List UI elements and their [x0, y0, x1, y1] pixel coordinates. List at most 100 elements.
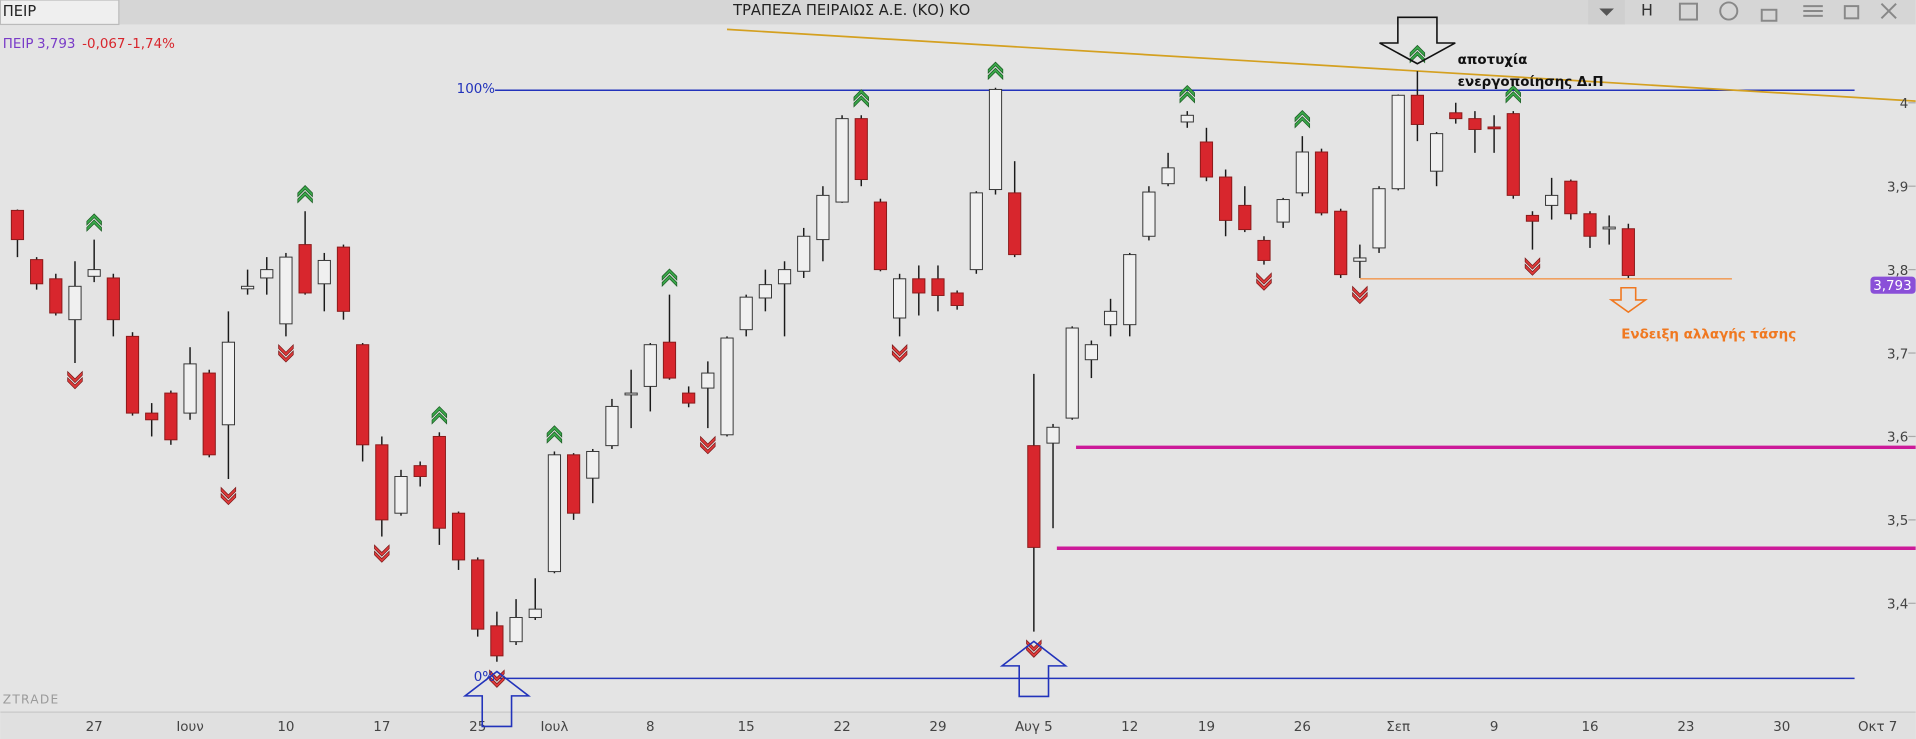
candle-body [1334, 210, 1348, 276]
candle-body [528, 608, 542, 618]
candle-body [1103, 310, 1118, 326]
x-tick-label: Αυγ 5 [1015, 720, 1053, 735]
peak-signal [86, 213, 102, 232]
info-symbol: ΠΕΙΡ [3, 37, 34, 52]
save-icon[interactable] [1678, 2, 1698, 21]
candle-body [183, 363, 197, 414]
trough-signal [891, 344, 908, 363]
trendline [726, 28, 1916, 102]
peak-signal [431, 406, 448, 425]
symbol-tab[interactable] [0, 0, 120, 26]
x-tick-label: 8 [646, 720, 655, 735]
candle-body [240, 285, 255, 290]
signal-arrow [999, 640, 1068, 698]
candle-body [30, 259, 44, 285]
candle-body [279, 256, 293, 325]
y-tick-label: 3,6 [1887, 431, 1908, 446]
candle-body [1027, 445, 1041, 548]
candle-body [298, 244, 312, 294]
x-tick-label: 15 [738, 720, 755, 735]
candle-body [893, 278, 907, 319]
candle-body [125, 335, 140, 414]
candle-body [777, 269, 792, 285]
x-tick-label: 26 [1294, 720, 1311, 735]
x-tick-label: 19 [1198, 720, 1215, 735]
candle-body [1429, 133, 1444, 172]
trough-signal [220, 486, 237, 506]
candle-body [835, 118, 849, 203]
candle-body [432, 435, 446, 529]
candle-body [1199, 141, 1214, 178]
x-axis-band [0, 712, 1916, 739]
y-tick-label: 3,7 [1887, 347, 1908, 362]
candle-body [1410, 94, 1424, 125]
peak-signal [297, 185, 313, 204]
candle-body [1238, 204, 1252, 231]
candle-body [624, 392, 638, 396]
candle-body [1065, 327, 1079, 419]
annotation: ενεργοποίησης Δ.Π [1458, 74, 1604, 90]
signal-arrow [462, 670, 531, 728]
candle-body [1564, 180, 1578, 215]
annotation: αποτυχία [1458, 52, 1528, 68]
trough-signal [1524, 257, 1541, 276]
period[interactable]: H [1641, 0, 1653, 19]
candle-body [145, 412, 159, 421]
candle-body [1008, 192, 1022, 256]
candle-body [490, 625, 504, 657]
candle-body [68, 285, 82, 321]
menu-icon[interactable] [1803, 5, 1823, 17]
x-tick-label: Οκτ 7 [1858, 720, 1897, 735]
candle-body [643, 344, 657, 387]
candle-body [547, 454, 562, 573]
candle-body [969, 192, 983, 271]
candle-body [10, 209, 25, 241]
candle-body [797, 235, 811, 272]
signal-arrow [1608, 286, 1648, 314]
candle-body [394, 476, 408, 514]
trough-signal [1256, 272, 1272, 291]
x-tick-label: 17 [373, 720, 390, 735]
comment-icon[interactable] [1719, 1, 1739, 21]
last-price-tag [1870, 276, 1916, 294]
signal-arrow [1379, 16, 1456, 65]
lock-icon[interactable] [1760, 8, 1778, 22]
watermark: ZTRADE [3, 692, 60, 706]
candle-body [356, 344, 370, 446]
candle-body [912, 278, 926, 294]
x-tick-label: 25 [469, 720, 486, 735]
candle-body [164, 392, 178, 441]
candle-body [873, 201, 888, 271]
candle-body [1046, 426, 1060, 444]
candle-body [605, 405, 619, 447]
candle-body [49, 278, 63, 314]
fib-label: 100% [457, 82, 496, 97]
candle-body [509, 616, 523, 643]
candle-body [1295, 151, 1309, 194]
candle-body [1314, 151, 1329, 214]
close-icon[interactable] [1880, 2, 1897, 20]
peak-signal [1179, 84, 1195, 104]
toolbar-icons [1678, 1, 1897, 22]
trough-signal [1352, 285, 1368, 305]
candle-body [1449, 112, 1463, 120]
x-tick-label: Σεπ [1386, 720, 1410, 735]
candle-body [1602, 226, 1616, 230]
info-last: 3,793 [37, 37, 75, 52]
candle-body [1257, 239, 1271, 261]
candle-body [739, 296, 753, 331]
candle-body [1372, 188, 1386, 249]
x-tick-label: 27 [86, 720, 103, 735]
candle-body [1142, 191, 1156, 237]
candle-body [662, 341, 677, 379]
candle-body [1583, 213, 1597, 237]
annotation: Ενδειξη αλλαγής τάσης [1621, 327, 1796, 343]
info-change: -0,067 [82, 37, 125, 52]
x-tick-label: 30 [1773, 720, 1790, 735]
restore-icon[interactable] [1843, 5, 1860, 20]
candle-body [1123, 254, 1137, 326]
info-change-pct: -1,74% [127, 37, 175, 52]
x-tick-label: 29 [929, 720, 946, 735]
candle-body [1545, 194, 1559, 206]
